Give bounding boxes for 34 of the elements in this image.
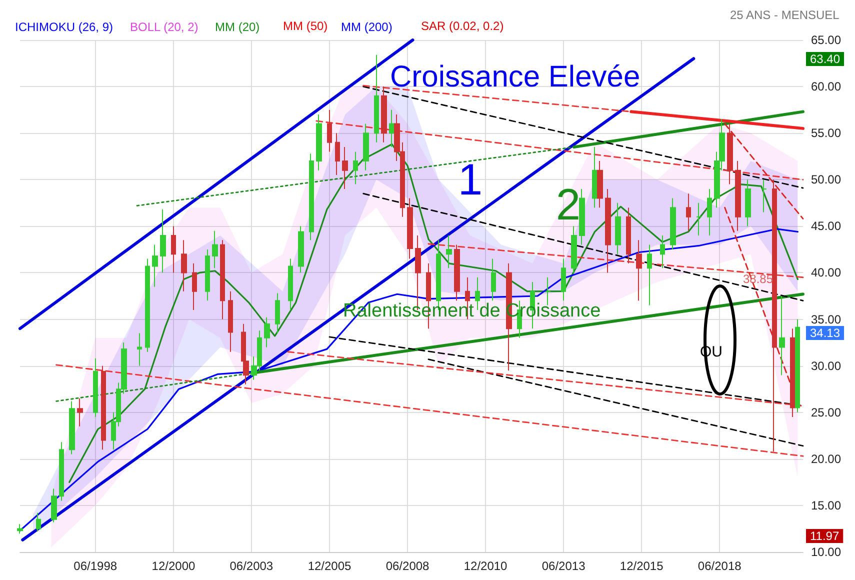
x-tick-label: 06/2018 [698,559,742,573]
x-tick-label: 12/2010 [464,559,508,573]
y-tick-label: 25.00 [811,405,842,420]
y-tick-label: 65.00 [811,33,842,47]
text: 11.97 [810,529,840,543]
text: MM (20) [215,20,260,34]
y-tick-label: 10.00 [811,545,842,559]
y-tick-label: 15.00 [811,498,842,512]
y-tick-label: 50.00 [811,172,842,187]
x-tick-label: 12/2005 [308,559,352,573]
chart-subtitle: 25 ANS - MENSUEL [730,8,840,22]
y-tick-label: 40.00 [811,266,842,280]
y-tick-label: 45.00 [811,219,842,234]
annotation: 2 [556,180,580,230]
x-tick-label: 06/2008 [386,559,430,573]
y-tick-label: 30.00 [811,358,842,373]
x-tick-label: 12/2000 [152,559,196,573]
text: MM (200) [341,20,392,34]
x-tick-label: 12/2015 [620,559,664,573]
y-tick-label: 55.00 [811,126,842,140]
y-tick-label: 35.00 [811,312,842,326]
x-tick-label: 06/2003 [230,559,274,573]
x-tick-label: 06/2013 [542,559,586,573]
text: 63.40 [810,52,840,66]
annotation: Croissance Elevée [390,60,640,94]
text: 34.13 [810,326,840,340]
annotation: 1 [458,156,482,204]
text: SAR (0.02, 0.2) [421,19,504,33]
legend-label: BOLL (20, 2) [130,20,198,34]
text: MM (50) [283,19,328,33]
legend-label: ICHIMOKU (26, 9) [15,20,114,34]
y-tick-label: 60.00 [811,80,842,94]
x-tick-label: 06/1998 [74,559,118,573]
y-tick-label: 20.00 [811,452,842,466]
